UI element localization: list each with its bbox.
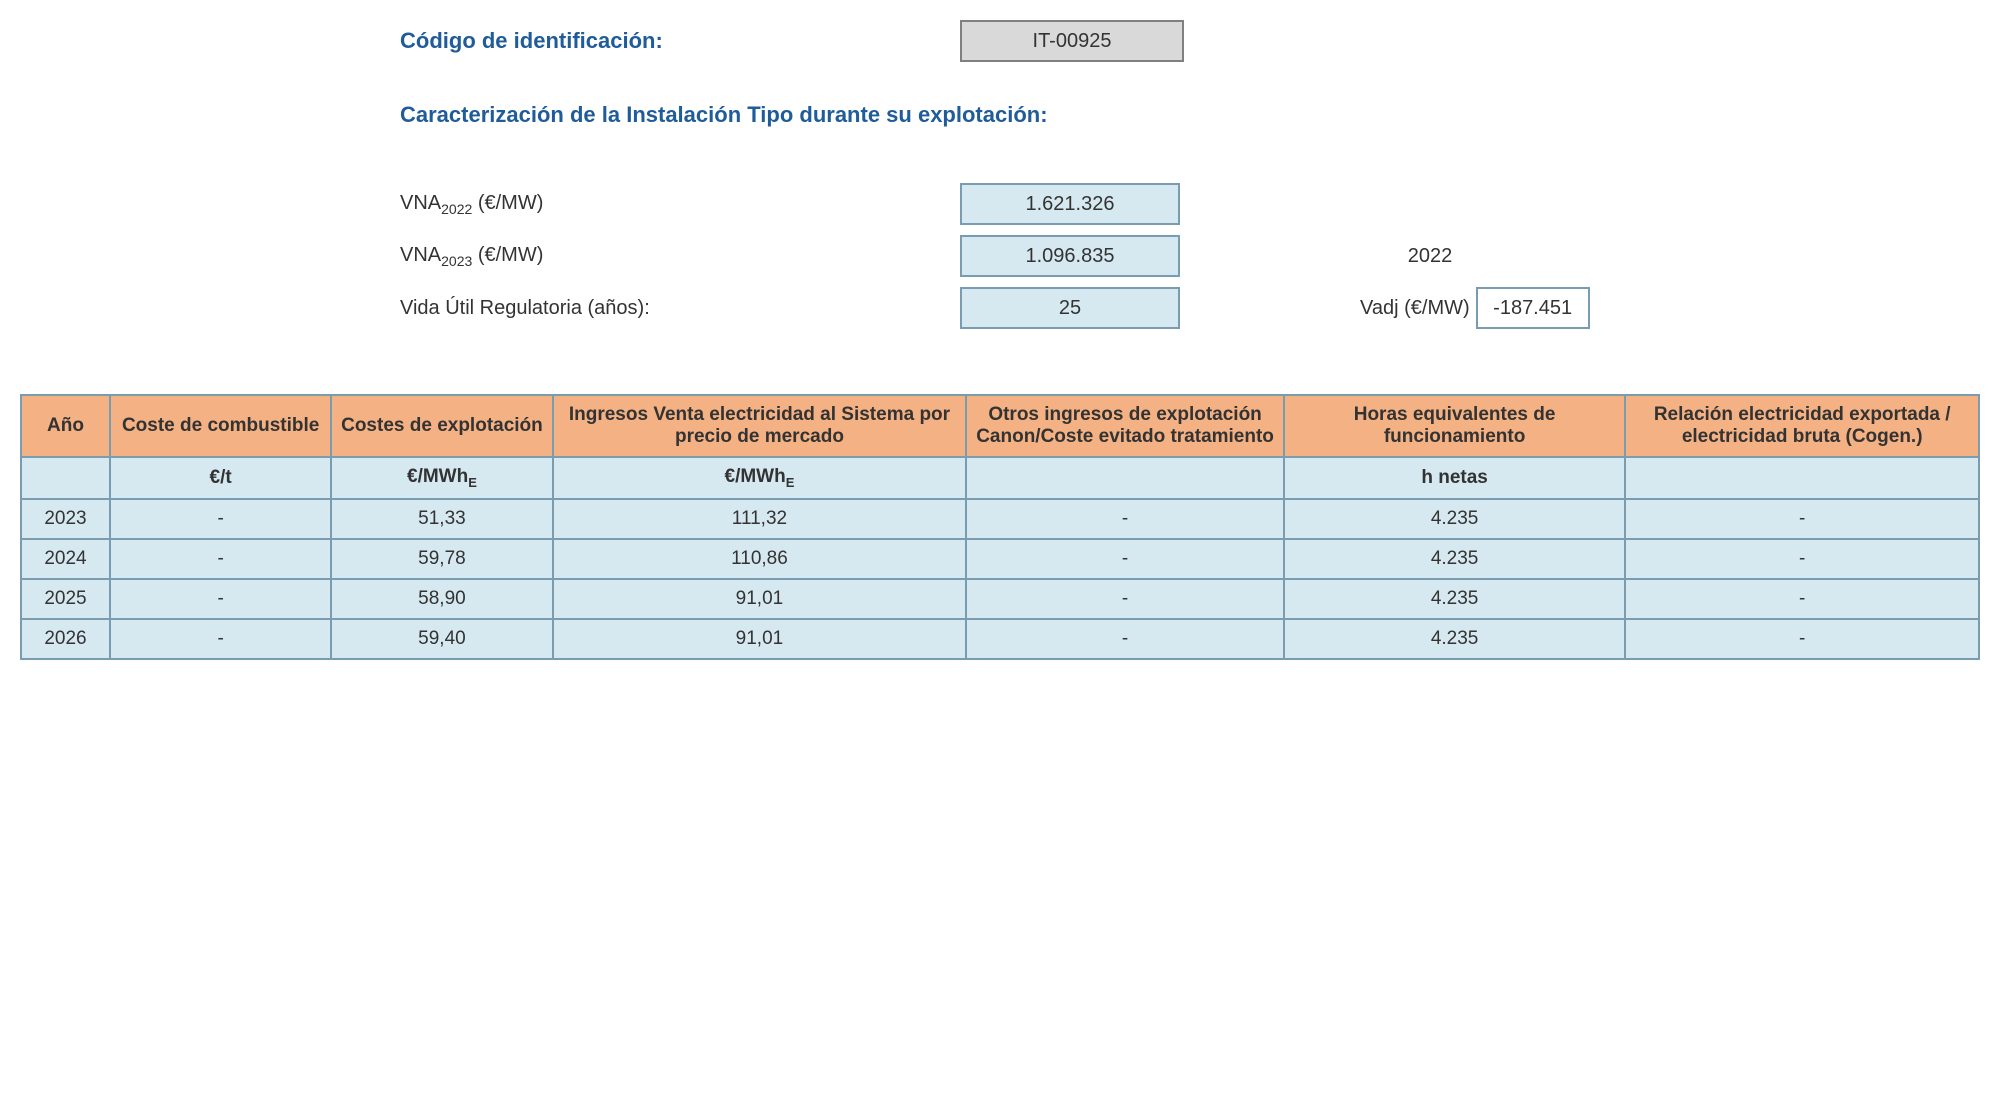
table-row: 2024-59,78110,86-4.235- — [21, 539, 1979, 579]
table-cell: - — [1625, 499, 1979, 539]
table-col-header: Relación electricidad exportada / electr… — [1625, 395, 1979, 457]
table-cell: 59,40 — [331, 619, 552, 659]
table-cell: 59,78 — [331, 539, 552, 579]
table-cell: 4.235 — [1284, 499, 1626, 539]
table-unit-cell: €/t — [110, 457, 331, 499]
side-year: 2022 — [1360, 245, 1500, 268]
vna2023-value: 1.096.835 — [960, 235, 1180, 277]
vida-label: Vida Útil Regulatoria (años): — [400, 297, 960, 320]
table-cell: 110,86 — [553, 539, 967, 579]
vida-value: 25 — [960, 287, 1180, 329]
table-col-header: Ingresos Venta electricidad al Sistema p… — [553, 395, 967, 457]
table-cell: - — [110, 579, 331, 619]
table-cell: 4.235 — [1284, 579, 1626, 619]
table-cell: 2024 — [21, 539, 110, 579]
table-col-header: Costes de explotación — [331, 395, 552, 457]
table-col-header: Año — [21, 395, 110, 457]
table-cell: - — [966, 499, 1284, 539]
table-header-row: AñoCoste de combustibleCostes de explota… — [21, 395, 1979, 457]
table-unit-cell — [1625, 457, 1979, 499]
table-cell: 91,01 — [553, 619, 967, 659]
vna2022-value: 1.621.326 — [960, 183, 1180, 225]
table-cell: 2023 — [21, 499, 110, 539]
table-cell: 2025 — [21, 579, 110, 619]
table-cell: - — [110, 499, 331, 539]
table-unit-cell: €/MWhE — [331, 457, 552, 499]
table-cell: - — [110, 539, 331, 579]
code-label: Código de identificación: — [400, 28, 960, 54]
table-cell: 91,01 — [553, 579, 967, 619]
header-block: Código de identificación: IT-00925 Carac… — [400, 20, 1980, 334]
table-cell: - — [966, 539, 1284, 579]
table-cell: - — [110, 619, 331, 659]
table-cell: - — [966, 619, 1284, 659]
vna2022-label: VNA2022 (€/MW) — [400, 192, 960, 217]
vna2023-label: VNA2023 (€/MW) — [400, 244, 960, 269]
table-cell: 4.235 — [1284, 539, 1626, 579]
table-cell: 4.235 — [1284, 619, 1626, 659]
table-row: 2026-59,4091,01-4.235- — [21, 619, 1979, 659]
code-value-box: IT-00925 — [960, 20, 1184, 62]
table-cell: 111,32 — [553, 499, 967, 539]
table-cell: 58,90 — [331, 579, 552, 619]
table-cell: 2026 — [21, 619, 110, 659]
table-units-row: €/t€/MWhE€/MWhEh netas — [21, 457, 1979, 499]
table-unit-cell — [21, 457, 110, 499]
table-unit-cell — [966, 457, 1284, 499]
table-col-header: Otros ingresos de explotación Canon/Cost… — [966, 395, 1284, 457]
table-cell: - — [1625, 579, 1979, 619]
table-row: 2023-51,33111,32-4.235- — [21, 499, 1979, 539]
table-cell: 51,33 — [331, 499, 552, 539]
table-col-header: Coste de combustible — [110, 395, 331, 457]
table-unit-cell: €/MWhE — [553, 457, 967, 499]
table-cell: - — [1625, 619, 1979, 659]
vadj-value: -187.451 — [1476, 287, 1590, 329]
section-title: Caracterización de la Instalación Tipo d… — [400, 102, 1980, 128]
table-cell: - — [1625, 539, 1979, 579]
data-table: AñoCoste de combustibleCostes de explota… — [20, 394, 1980, 660]
table-cell: - — [966, 579, 1284, 619]
table-row: 2025-58,9091,01-4.235- — [21, 579, 1979, 619]
table-col-header: Horas equivalentes de funcionamiento — [1284, 395, 1626, 457]
table-unit-cell: h netas — [1284, 457, 1626, 499]
vadj-label: Vadj (€/MW) — [1360, 297, 1470, 320]
